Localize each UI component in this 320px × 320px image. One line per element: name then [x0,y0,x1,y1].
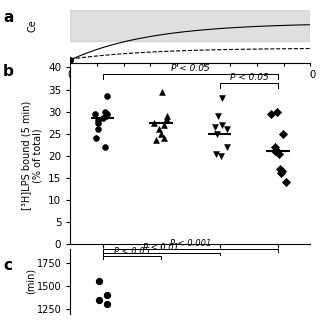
Point [164,118,170,123]
Point [104,93,109,99]
Text: Ce: Ce [27,19,37,32]
Text: P < 0.05: P < 0.05 [229,73,268,82]
X-axis label: Incubation time (min): Incubation time (min) [134,82,247,92]
Point [105,302,110,307]
Text: b: b [3,64,14,79]
Point [278,171,284,176]
Point [104,292,109,298]
Point [215,113,220,118]
Point [272,144,277,149]
Y-axis label: [³H]LPS bound (5 min)
(% of total): [³H]LPS bound (5 min) (% of total) [21,101,43,210]
Text: P < 0.05: P < 0.05 [171,64,210,73]
Point [96,118,101,123]
Point [269,111,274,116]
Point [220,122,225,127]
Point [97,297,102,302]
Point [274,109,279,114]
Point [277,166,283,172]
Text: P < 0.001: P < 0.001 [170,239,211,248]
Point [215,131,220,136]
Point [160,89,165,94]
Point [273,149,278,154]
Point [164,113,170,118]
Point [100,116,105,121]
Point [213,151,218,156]
Point [94,135,99,140]
Point [162,122,167,127]
Point [283,180,288,185]
Point [97,279,102,284]
Point [103,144,108,149]
Point [93,111,98,116]
Point [280,131,285,136]
Point [280,169,285,174]
Text: P < 0.05: P < 0.05 [114,247,150,256]
Point [151,120,156,125]
Point [219,96,224,101]
Point [161,135,166,140]
Point [154,138,159,143]
Point [104,113,109,118]
Point [157,127,162,132]
Point [275,149,280,154]
Point [95,127,100,132]
Point [159,131,164,136]
Text: c: c [3,258,12,273]
Point [276,151,281,156]
Text: a: a [3,10,13,25]
Point [212,124,217,130]
Point [225,144,230,149]
Point [224,127,229,132]
Point [164,118,169,123]
Point [219,153,224,158]
Point [95,120,100,125]
Text: P < 0.01: P < 0.01 [143,243,179,252]
Bar [70,10,310,41]
Point [104,111,109,116]
Y-axis label: (min): (min) [25,268,35,294]
Point [102,109,107,114]
